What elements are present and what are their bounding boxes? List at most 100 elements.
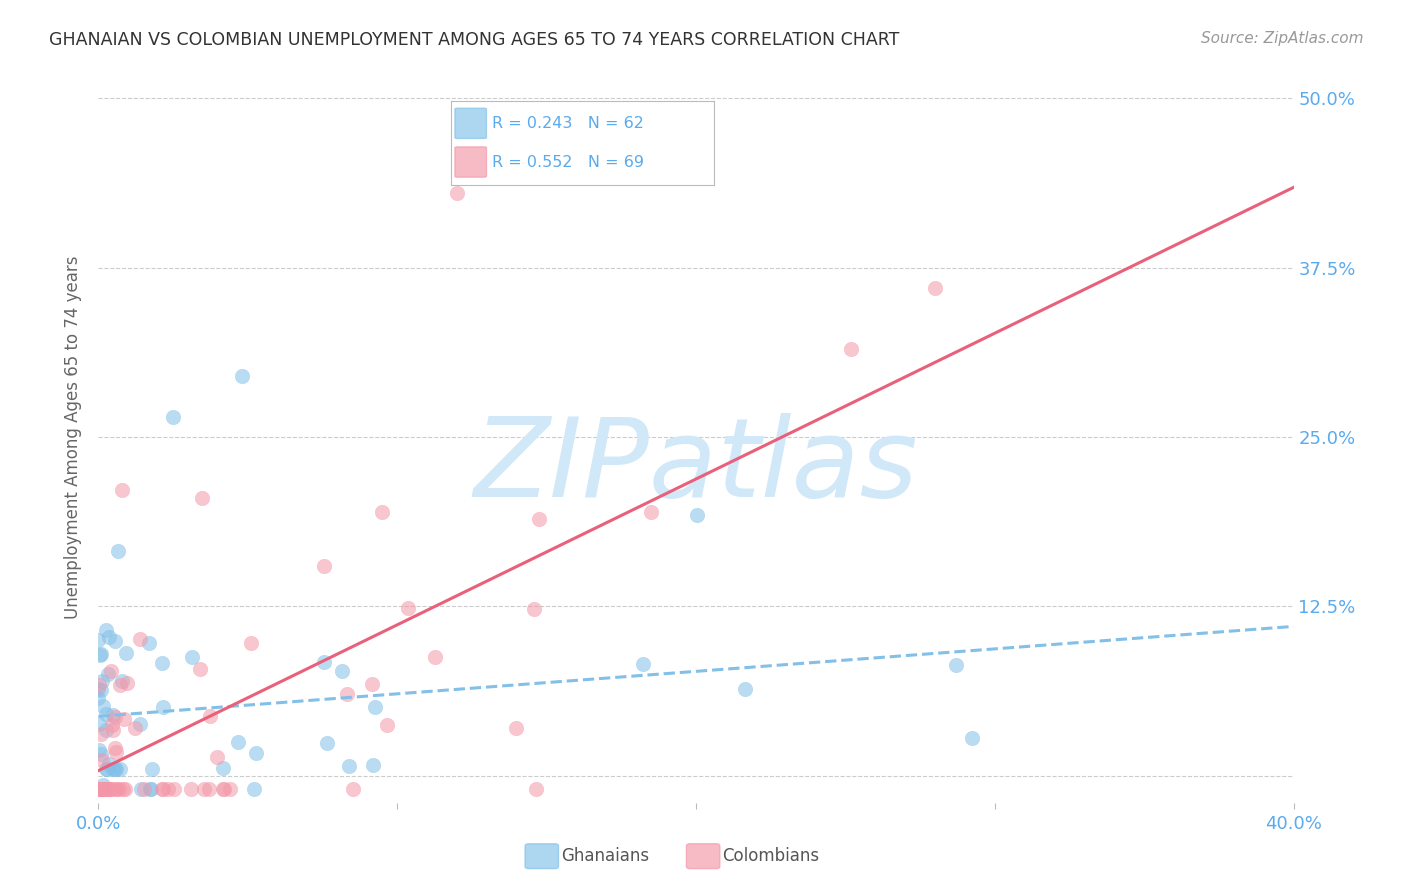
Point <box>523 601 546 615</box>
Point <box>89 782 111 797</box>
Point <box>97 757 120 772</box>
Point <box>90 782 112 797</box>
Point <box>90 747 112 761</box>
FancyBboxPatch shape <box>524 844 558 869</box>
Point <box>96 782 118 797</box>
Point <box>188 662 211 676</box>
Point <box>180 650 202 665</box>
Point <box>94 706 117 721</box>
Point <box>87 782 110 797</box>
Point <box>112 712 135 726</box>
Point <box>90 782 112 797</box>
Point <box>212 782 235 797</box>
Point <box>90 647 112 661</box>
Point <box>87 782 110 797</box>
Point <box>101 723 124 738</box>
Point <box>87 681 110 696</box>
Point <box>96 782 118 797</box>
Point <box>110 762 132 776</box>
Point <box>91 782 114 797</box>
Point <box>91 782 114 797</box>
Point <box>245 746 267 760</box>
Point <box>839 342 862 356</box>
Point <box>211 761 233 775</box>
Point <box>90 782 112 797</box>
Point <box>87 782 110 797</box>
Point <box>163 782 186 797</box>
Point <box>734 681 756 696</box>
Point <box>686 508 709 522</box>
Point <box>87 782 110 797</box>
Point <box>87 633 110 648</box>
Point <box>91 753 114 767</box>
Point <box>104 634 127 648</box>
Point <box>115 646 138 660</box>
Point <box>87 691 110 706</box>
Text: Colombians: Colombians <box>723 847 820 865</box>
Point <box>98 630 121 644</box>
Point <box>87 743 110 757</box>
Text: Ghanaians: Ghanaians <box>561 847 650 865</box>
Point <box>96 782 118 797</box>
Point <box>105 762 128 776</box>
Point <box>87 782 110 797</box>
Point <box>93 699 115 714</box>
Point <box>226 735 249 749</box>
Point <box>100 718 122 732</box>
Point <box>87 782 110 797</box>
Point <box>231 369 253 384</box>
Point <box>96 762 118 776</box>
Point <box>97 782 120 797</box>
Point <box>103 708 125 723</box>
Text: GHANAIAN VS COLOMBIAN UNEMPLOYMENT AMONG AGES 65 TO 74 YEARS CORRELATION CHART: GHANAIAN VS COLOMBIAN UNEMPLOYMENT AMONG… <box>49 31 900 49</box>
Point <box>105 745 128 759</box>
Point <box>98 782 121 797</box>
Point <box>94 623 117 637</box>
Point <box>361 757 384 772</box>
Point <box>198 709 221 723</box>
Point <box>152 700 174 714</box>
Point <box>90 727 112 741</box>
Point <box>152 782 174 797</box>
Point <box>191 491 214 506</box>
Point <box>342 782 364 797</box>
Point <box>114 782 136 797</box>
Point <box>396 600 419 615</box>
Point <box>924 281 946 295</box>
Point <box>150 656 173 670</box>
Point <box>100 664 122 678</box>
Point <box>960 731 983 745</box>
Point <box>312 655 335 669</box>
Point <box>104 762 127 776</box>
Point <box>315 736 337 750</box>
Point <box>312 559 335 574</box>
Point <box>180 782 202 797</box>
Text: Source: ZipAtlas.com: Source: ZipAtlas.com <box>1201 31 1364 46</box>
Point <box>111 483 134 498</box>
Point <box>90 782 112 797</box>
Point <box>156 782 179 797</box>
Point <box>330 664 353 678</box>
Point <box>104 740 127 755</box>
Point <box>141 762 163 776</box>
Point <box>218 782 240 797</box>
Point <box>89 782 111 797</box>
Point <box>111 782 134 797</box>
Point <box>129 716 152 731</box>
Point <box>375 718 398 732</box>
Text: ZIPatlas: ZIPatlas <box>474 413 918 520</box>
Point <box>98 782 121 797</box>
Point <box>129 632 152 647</box>
Point <box>336 687 359 701</box>
Point <box>631 657 654 671</box>
Point <box>141 782 163 797</box>
Point <box>505 722 527 736</box>
Point <box>94 762 117 776</box>
Point <box>640 505 662 519</box>
Point <box>138 636 160 650</box>
Point <box>945 658 967 673</box>
Point <box>162 409 184 424</box>
Point <box>364 699 387 714</box>
Point <box>361 677 384 691</box>
Point <box>90 673 112 688</box>
